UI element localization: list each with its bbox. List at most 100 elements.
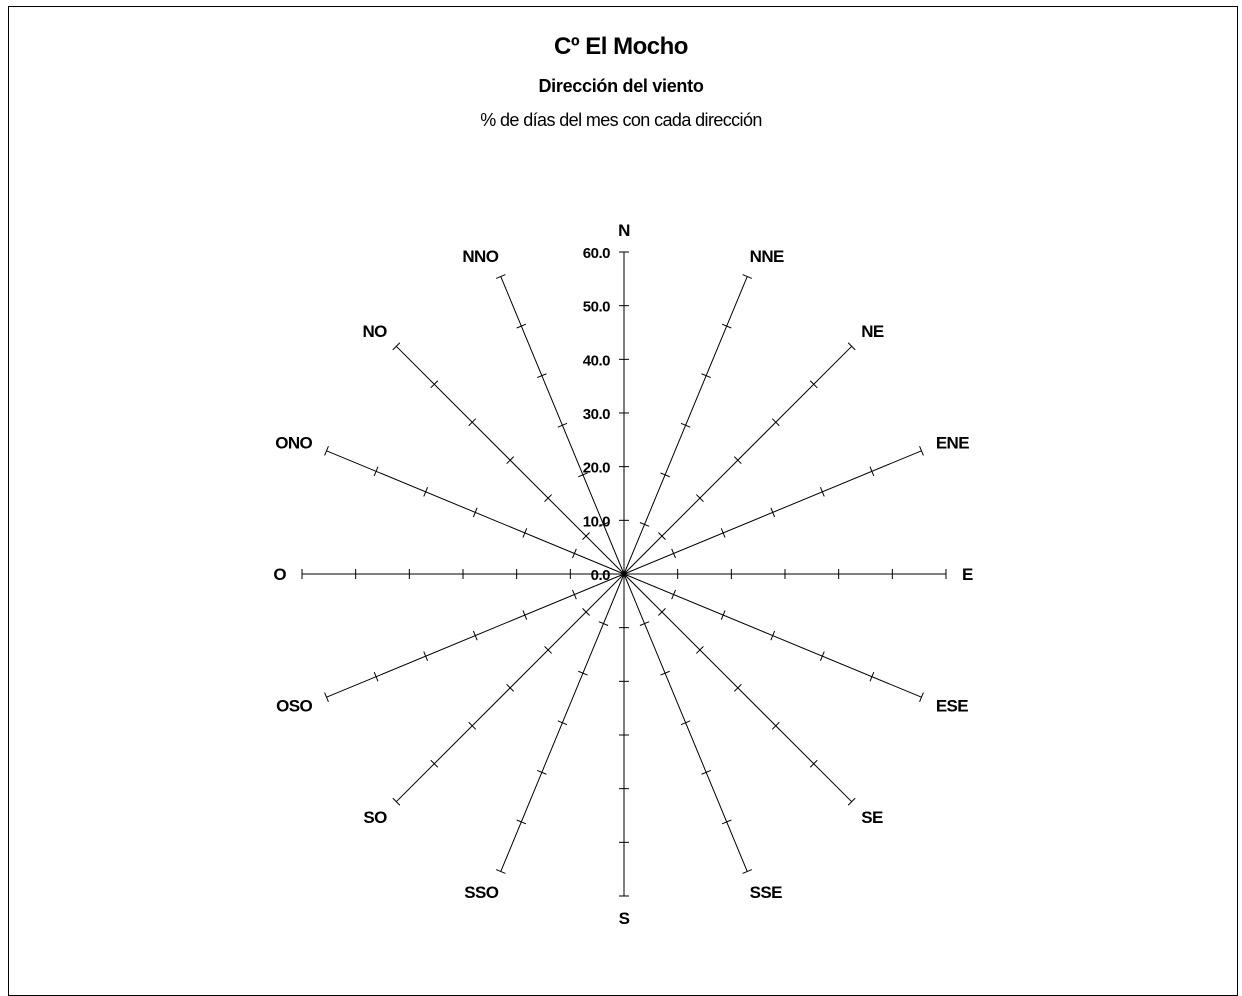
direction-label-nne: NNE [750,247,784,266]
tick-sse-5 [721,819,732,825]
tick-ne-5 [809,380,818,389]
tick-ene-6 [919,445,924,456]
direction-label-ese: ESE [936,697,968,716]
tick-so-5 [430,759,439,768]
tick-ene-1 [671,548,676,559]
radial-tick-label-3: 30.0 [583,406,610,423]
tick-ene-5 [869,466,875,477]
tick-oso-4 [423,651,429,661]
tick-sso-1 [598,621,609,626]
tick-sse-4 [701,769,711,775]
direction-label-s: S [619,909,630,928]
tick-ono-6 [324,445,329,456]
direction-label-sse: SSE [750,883,782,902]
radial-tick-label-2: 20.0 [583,460,610,477]
tick-sse-3 [680,720,691,726]
tick-ene-4 [819,487,825,497]
direction-label-ne: NE [861,322,884,341]
tick-oso-3 [472,630,478,641]
tick-ese-3 [770,630,776,641]
tick-oso-6 [324,692,329,703]
tick-oso-5 [373,671,379,682]
chart-caption: % de días del mes con cada dirección [480,110,762,130]
radar-ticks [301,251,947,897]
tick-sse-1 [639,621,650,626]
tick-ese-2 [720,610,726,620]
tick-ono-2 [522,528,528,538]
radial-tick-label-4: 40.0 [583,352,610,369]
tick-so-6 [392,797,401,806]
tick-ese-4 [819,651,825,661]
tick-nne-1 [639,522,650,527]
tick-ne-2 [696,494,704,502]
direction-labels: N NNE NE ENE E ESE SE SSE S SSO SO OSO O ONO NO NNO [273,221,973,928]
direction-label-o: O [273,565,286,584]
tick-nno-2 [578,472,588,478]
chart-frame [8,6,1238,996]
tick-ese-5 [869,671,875,682]
tick-ono-4 [423,487,429,497]
tick-nne-2 [660,472,670,478]
tick-se-3 [733,683,742,692]
chart-title: Cº El Mocho [554,33,688,60]
tick-sso-6 [495,869,506,874]
tick-nno-3 [557,422,568,428]
tick-so-4 [468,721,477,730]
tick-ene-3 [770,507,776,518]
tick-no-2 [544,494,552,502]
tick-sso-5 [516,819,527,825]
tick-se-2 [696,646,704,654]
tick-no-3 [506,456,515,465]
direction-label-e: E [962,565,973,584]
direction-label-nno: NNO [462,247,498,266]
direction-label-so: SO [363,808,387,827]
tick-no-6 [392,342,401,351]
radial-tick-label-5: 50.0 [583,299,610,316]
tick-oso-1 [572,589,577,600]
tick-nno-6 [495,274,506,279]
tick-no-1 [582,532,590,540]
radar-spokes [302,252,946,896]
tick-so-1 [582,608,590,616]
radial-tick-label-6: 60.0 [583,245,610,262]
tick-se-1 [658,608,666,616]
direction-label-sso: SSO [464,883,498,902]
tick-ese-6 [919,692,924,703]
chart-subtitle: Dirección del viento [538,76,704,96]
tick-ono-1 [572,548,577,559]
tick-ono-5 [373,466,379,477]
radial-tick-label-1: 10.0 [583,513,610,530]
tick-nno-4 [537,373,547,379]
tick-ne-1 [658,532,666,540]
tick-oso-2 [522,610,528,620]
tick-sse-2 [660,670,670,676]
tick-se-5 [809,759,818,768]
radial-tick-labels: 0.0 10.0 20.0 30.0 40.0 50.0 60.0 [583,245,611,584]
tick-so-2 [544,646,552,654]
tick-nno-5 [516,323,527,329]
direction-label-ene: ENE [936,433,969,452]
tick-ne-3 [733,456,742,465]
tick-nne-4 [701,373,711,379]
tick-se-6 [847,797,856,806]
direction-label-se: SE [861,808,883,827]
tick-sso-2 [578,670,588,676]
direction-label-oso: OSO [276,697,312,716]
radial-tick-label-0: 0.0 [591,567,611,584]
tick-sso-4 [537,769,547,775]
tick-no-4 [468,418,477,427]
tick-se-4 [771,721,780,730]
direction-label-no: NO [362,322,387,341]
tick-ono-3 [472,507,478,518]
tick-nno-1 [598,522,609,527]
tick-ene-2 [720,528,726,538]
tick-ese-1 [671,589,676,600]
tick-sse-6 [742,869,753,874]
tick-nne-6 [742,274,753,279]
tick-no-5 [430,380,439,389]
direction-label-ono: ONO [275,433,312,452]
tick-ne-4 [771,418,780,427]
tick-ne-6 [847,342,856,351]
tick-so-3 [506,683,515,692]
